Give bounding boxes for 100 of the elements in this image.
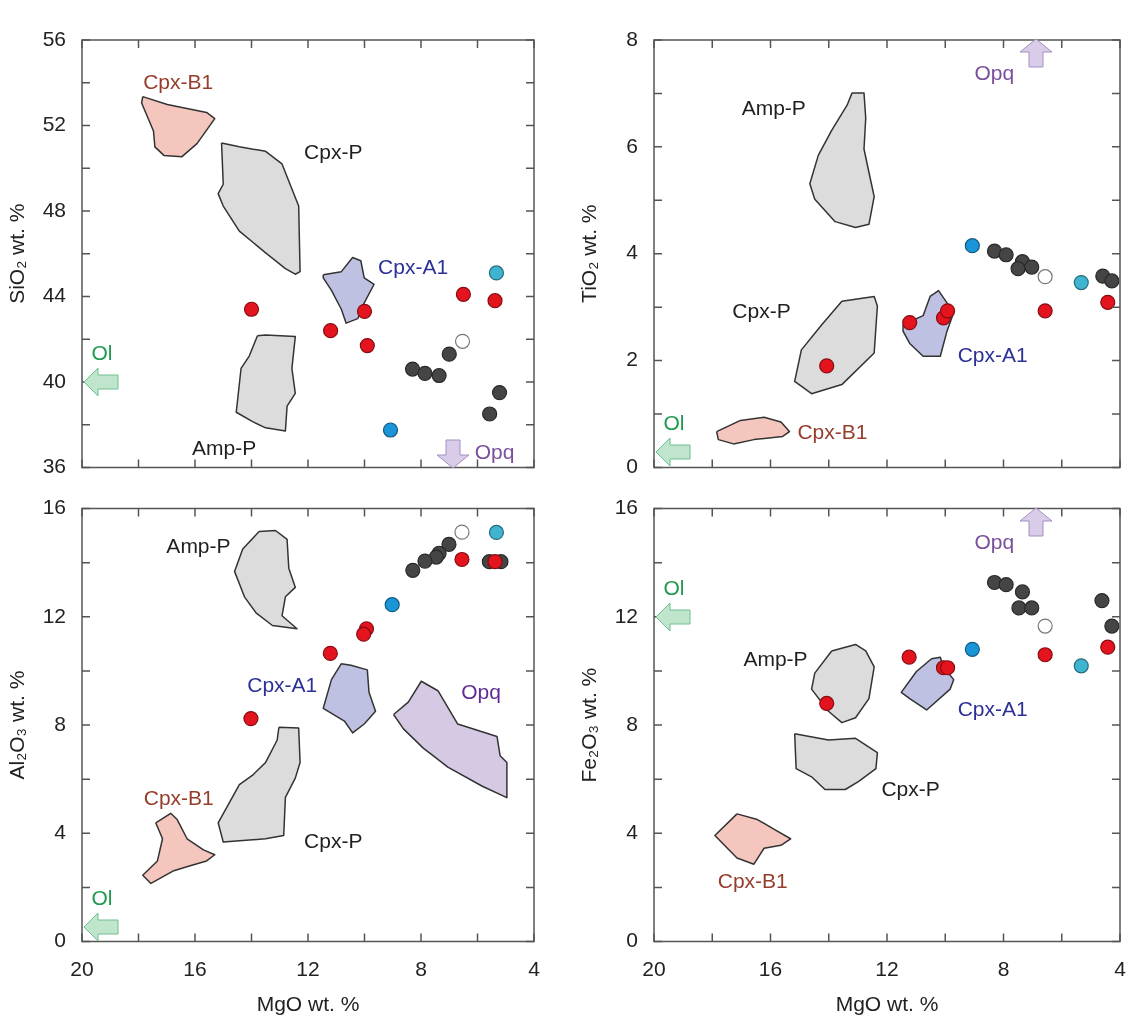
point	[1037, 647, 1053, 663]
y-tick-label: 8	[54, 711, 66, 735]
y-tick-label: 4	[54, 820, 67, 844]
point	[1037, 618, 1053, 634]
x-tick-label: 12	[296, 957, 320, 980]
annotation: Ol	[663, 575, 685, 599]
point	[1037, 303, 1053, 319]
point	[384, 597, 400, 613]
point	[356, 303, 373, 319]
series-label: Cpx-P	[881, 776, 940, 800]
annotation: Ol	[91, 340, 113, 364]
point	[986, 574, 1003, 591]
x-tick-label: 4	[1114, 957, 1127, 980]
y-tick-label: 12	[42, 603, 66, 627]
point	[359, 337, 375, 354]
y-tick-label: 40	[42, 368, 66, 392]
y-tick-label: 0	[54, 928, 66, 952]
y-axis-title: SiO₂ wt. %	[5, 203, 29, 304]
point	[454, 524, 470, 540]
y-tick-label: 44	[42, 283, 67, 307]
x-tick-label: 8	[997, 957, 1010, 980]
point	[488, 524, 505, 541]
x-tick-label: 4	[528, 957, 541, 980]
point	[1094, 593, 1110, 609]
annotation: Ol	[91, 885, 113, 909]
y-axis-title: TiO₂ wt. %	[577, 204, 601, 303]
point	[482, 406, 498, 422]
point	[417, 553, 433, 569]
y-tick-label: 0	[626, 928, 638, 952]
y-tick-label: 16	[614, 495, 638, 519]
y-tick-label: 36	[42, 454, 66, 478]
series-label: Cpx-A1	[957, 343, 1028, 367]
x-tick-label: 20	[70, 957, 94, 980]
point	[404, 361, 421, 377]
y-tick-label: 56	[42, 26, 66, 50]
y-axis-title: Al₂O₃ wt. %	[5, 670, 29, 780]
point	[405, 562, 421, 578]
series-label: Cpx-A1	[247, 673, 318, 697]
point	[487, 554, 503, 570]
point	[487, 293, 503, 309]
point	[998, 577, 1014, 593]
point	[454, 333, 471, 349]
point	[488, 265, 505, 281]
series-label: Cpx-B1	[143, 786, 214, 810]
series-label: Cpx-B1	[717, 869, 788, 893]
y-tick-label: 8	[626, 711, 638, 735]
series-label: Cpx-A1	[957, 696, 1028, 720]
y-tick-label: 4	[626, 820, 639, 844]
x-axis-title: MgO wt. %	[835, 992, 939, 1016]
y-tick-label: 12	[614, 603, 638, 627]
point	[1024, 259, 1040, 275]
point	[1073, 658, 1089, 674]
point	[902, 315, 918, 331]
series-label: Amp-P	[192, 436, 257, 460]
x-tick-label: 8	[415, 957, 427, 980]
y-tick-label: 16	[42, 495, 66, 519]
point	[986, 243, 1003, 259]
point	[441, 536, 457, 552]
point	[1073, 274, 1089, 291]
point	[939, 303, 956, 319]
point	[417, 365, 433, 381]
point	[1011, 600, 1027, 616]
point	[1104, 273, 1120, 289]
series-label: Cpx-P	[304, 829, 363, 853]
point	[1010, 261, 1026, 277]
x-tick-label: 16	[183, 957, 207, 980]
x-tick-label: 20	[642, 957, 666, 980]
point	[243, 711, 259, 727]
point	[819, 358, 835, 374]
y-tick-label: 6	[626, 133, 638, 157]
series-label: Cpx-B1	[797, 419, 868, 443]
series-label: Opq	[461, 680, 501, 704]
y-tick-label: 48	[42, 197, 66, 221]
point	[455, 286, 471, 302]
point	[1100, 294, 1116, 310]
x-axis-title: MgO wt. %	[256, 992, 360, 1016]
point	[491, 385, 508, 401]
y-axis-title: Fe₂O₃ wt. %	[577, 667, 601, 783]
point	[1100, 639, 1116, 655]
point	[382, 422, 399, 438]
point	[964, 238, 980, 254]
point	[441, 346, 457, 362]
x-tick-label: 16	[758, 957, 783, 980]
point	[939, 660, 956, 676]
y-tick-label: 52	[42, 112, 66, 136]
annotation: Opq	[974, 529, 1015, 553]
point	[431, 367, 447, 384]
series-label: Amp-P	[741, 95, 806, 119]
point	[901, 649, 917, 665]
point	[1024, 600, 1040, 616]
series-label: Cpx-P	[732, 299, 791, 323]
point	[964, 641, 980, 657]
series-label: Cpx-B1	[143, 69, 214, 93]
point	[1037, 269, 1053, 285]
series-label: Cpx-P	[304, 140, 363, 163]
point	[454, 551, 470, 568]
annotation: Opq	[474, 440, 515, 464]
point	[243, 301, 260, 317]
series-label: Cpx-A1	[378, 254, 449, 278]
x-tick-label: 12	[875, 957, 899, 980]
